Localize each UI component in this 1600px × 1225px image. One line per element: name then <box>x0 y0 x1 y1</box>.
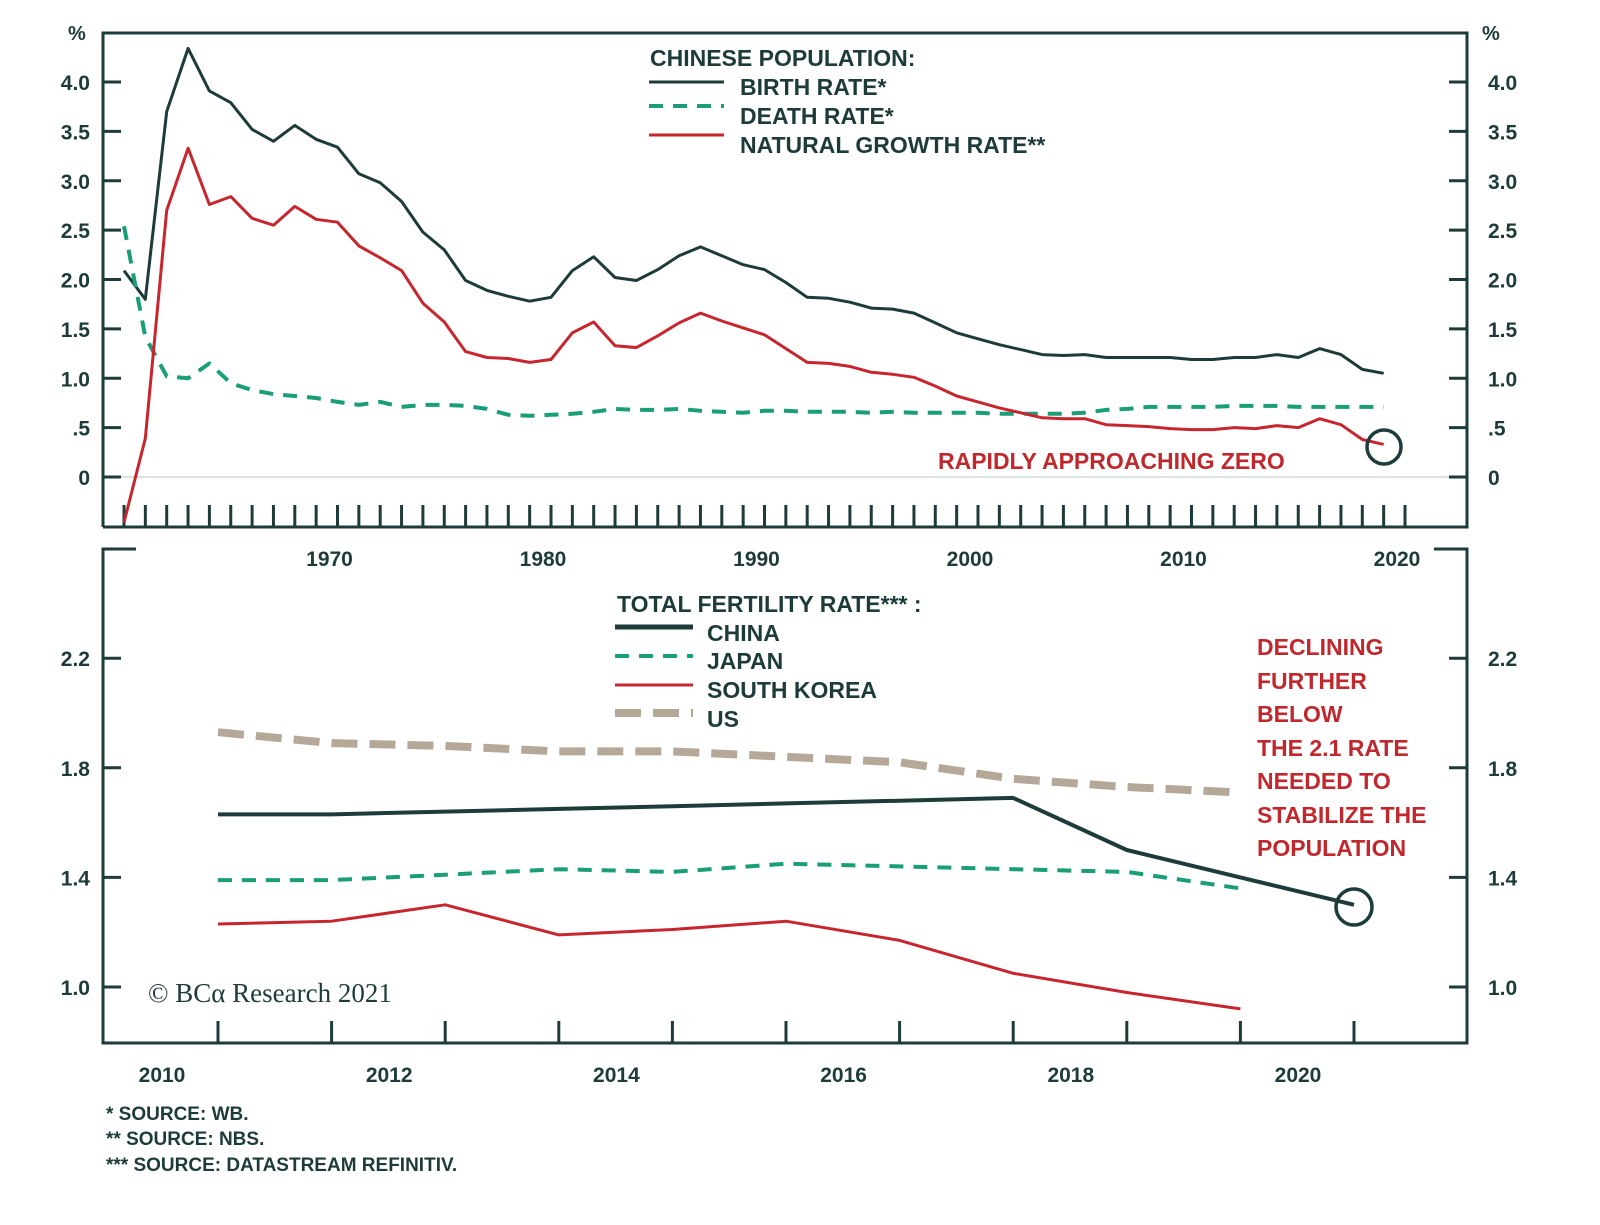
annotation-line: POPULATION <box>1257 835 1406 861</box>
y-tick-label-right: 0 <box>1488 467 1500 490</box>
bottom-frame <box>101 547 1469 1045</box>
annotation-line: FURTHER <box>1257 668 1367 694</box>
y-tick-label-left: 1.0 <box>61 977 90 1000</box>
legend-us: US <box>707 706 739 732</box>
y-tick-label-right: 4.0 <box>1488 72 1517 95</box>
y-tick-label-right: 1.4 <box>1488 867 1518 890</box>
bottom-chart: 2.2 2.2 1.8 1.8 1.4 1.4 1.0 1.0 2010 2012 2014 2016… <box>61 547 1518 1087</box>
bottom-legend-title: TOTAL FERTILITY RATE*** : <box>617 591 922 617</box>
x-tick-label: 2016 <box>820 1064 867 1087</box>
top-annotation: RAPIDLY APPROACHING ZERO <box>938 448 1285 474</box>
y-tick-label-right: 2.2 <box>1488 648 1517 671</box>
top-chart: 4.0 4.0 3.5 3.5 3.0 3.0 2.5 2.5 2.0 2.0 1.5 1.5 1.0 1… <box>61 31 1518 571</box>
x-tick-label: 2010 <box>1160 548 1207 571</box>
y-tick-label-right: 1.0 <box>1488 977 1517 1000</box>
x-tick-label: 2012 <box>366 1064 413 1087</box>
x-tick-label: 2018 <box>1047 1064 1094 1087</box>
y-tick-label-right: .5 <box>1488 418 1506 441</box>
y-tick-label-left: 1.4 <box>61 867 91 890</box>
annotation-line: NEEDED TO <box>1257 768 1391 794</box>
y-tick-label-left: 3.5 <box>61 121 91 144</box>
top-right-unit-label: % <box>1482 23 1500 45</box>
x-tick-label: 2020 <box>1275 1064 1322 1087</box>
japan-line <box>218 861 1241 891</box>
x-tick-label: 2000 <box>947 548 994 571</box>
annotation-line: THE 2.1 RATE <box>1257 735 1409 761</box>
legend-japan: JAPAN <box>707 648 783 674</box>
y-tick-label-left: 1.5 <box>61 319 91 342</box>
y-tick-label-left: 4.0 <box>61 72 90 95</box>
china-line <box>218 795 1355 907</box>
x-tick-label: 2020 <box>1374 548 1421 571</box>
y-tick-label-left: .5 <box>72 418 90 441</box>
top-legend-title: CHINESE POPULATION: <box>650 45 915 71</box>
top-frame <box>101 31 1469 529</box>
birth-rate-line <box>122 46 1384 375</box>
bottom-annotation: DECLINING FURTHER BELOW THE 2.1 RATE NEE… <box>1257 634 1427 861</box>
x-tick-label: 1980 <box>520 548 567 571</box>
legend-china: CHINA <box>707 620 780 646</box>
y-tick-label-left: 2.5 <box>61 220 91 243</box>
legend-birth-rate: BIRTH RATE* <box>740 74 887 100</box>
x-tick-label: 2010 <box>139 1064 186 1087</box>
footnote-2: ** SOURCE: NBS. <box>106 1129 265 1150</box>
annotation-line: STABILIZE THE <box>1257 802 1427 828</box>
top-left-unit-label: % <box>68 23 86 45</box>
y-tick-label-left: 1.8 <box>61 758 91 781</box>
legend-south-korea: SOUTH KOREA <box>707 677 877 703</box>
x-tick-label: 2014 <box>593 1064 640 1087</box>
y-tick-label-left: 2.0 <box>61 270 90 293</box>
y-tick-label-right: 2.0 <box>1488 270 1517 293</box>
death-rate-line <box>122 225 1384 418</box>
annotation-line: BELOW <box>1257 701 1343 727</box>
y-tick-label-right: 1.8 <box>1488 758 1518 781</box>
x-tick-label: 1990 <box>733 548 780 571</box>
y-tick-label-right: 1.5 <box>1488 319 1518 342</box>
y-tick-label-left: 1.0 <box>61 368 90 391</box>
x-tick-label: 1970 <box>306 548 353 571</box>
south-korea-line <box>217 903 1241 1011</box>
y-tick-label-left: 0 <box>78 467 90 490</box>
legend-death-rate: DEATH RATE* <box>740 103 894 129</box>
legend-natural-growth-rate: NATURAL GROWTH RATE** <box>740 132 1045 158</box>
us-line <box>217 728 1241 797</box>
y-tick-label-right: 1.0 <box>1488 368 1517 391</box>
copyright-logo: © BCα Research 2021 <box>148 978 392 1008</box>
footnote-1: * SOURCE: WB. <box>106 1104 249 1125</box>
y-tick-label-right: 3.0 <box>1488 171 1517 194</box>
natural-growth-rate-line <box>122 146 1385 523</box>
y-tick-label-left: 2.2 <box>61 648 90 671</box>
footnote-3: *** SOURCE: DATASTREAM REFINITIV. <box>106 1155 458 1176</box>
y-tick-label-right: 3.5 <box>1488 121 1518 144</box>
highlight-circle <box>1365 428 1403 466</box>
y-tick-label-right: 2.5 <box>1488 220 1518 243</box>
annotation-line: DECLINING <box>1257 634 1384 660</box>
y-tick-label-left: 3.0 <box>61 171 90 194</box>
highlight-circle <box>1334 887 1374 927</box>
